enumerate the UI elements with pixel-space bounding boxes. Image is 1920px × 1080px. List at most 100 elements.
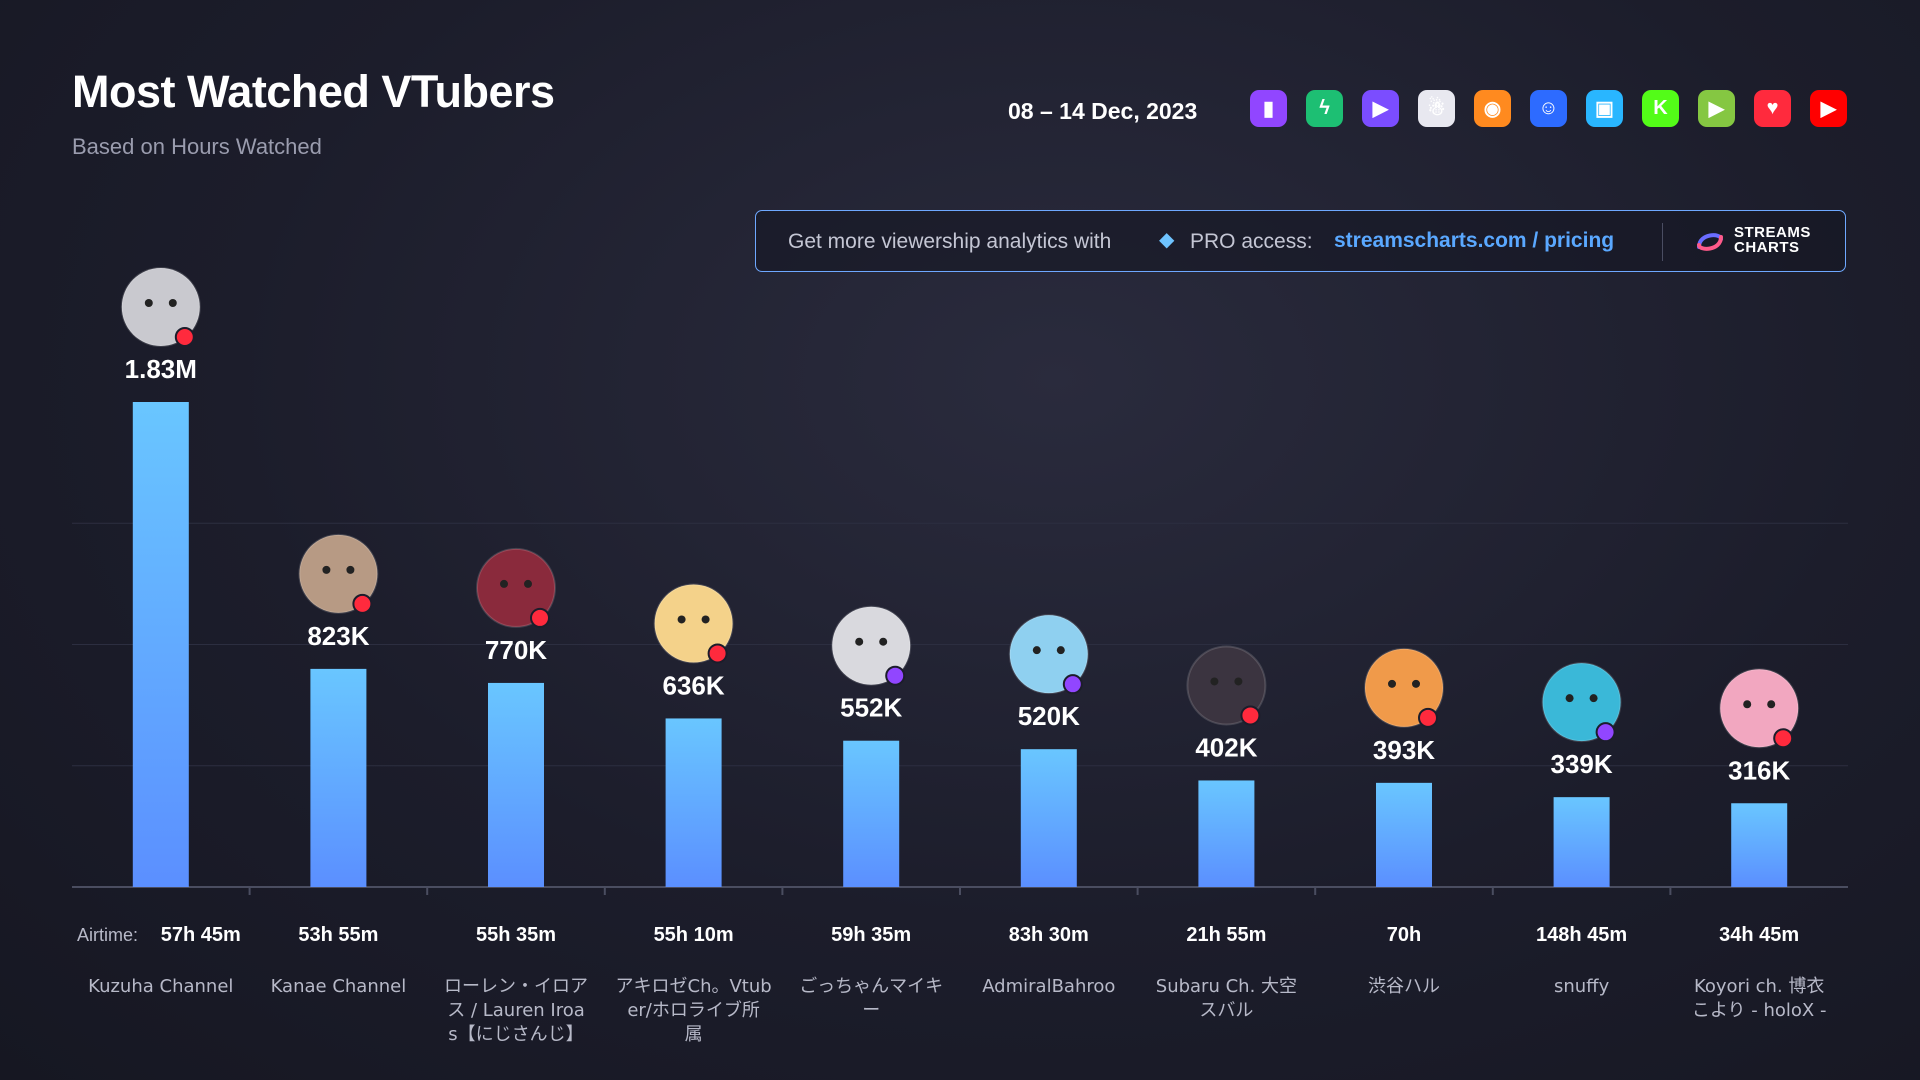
avatar-eye [1210, 677, 1219, 686]
avatar [1719, 668, 1800, 749]
airtime-value: 55h 10m [654, 924, 734, 946]
avatar-eye [1388, 679, 1396, 688]
twitch-badge-icon [1595, 722, 1616, 743]
airtime-value: 148h 45m [1536, 924, 1627, 946]
avatar-eye [524, 579, 532, 588]
bot-icon: ☺ [1530, 90, 1567, 127]
youtube-badge-icon [530, 607, 550, 628]
avatar-eye [144, 299, 153, 307]
data-label: 316K [1728, 755, 1790, 785]
avatar [298, 533, 379, 614]
avatar [1008, 614, 1089, 695]
trovo-icon: ϟ [1306, 90, 1343, 127]
airtime-value: 57h 45m [161, 924, 241, 946]
data-label: 823K [307, 621, 369, 651]
diamond-icon: ◆ [1159, 229, 1175, 251]
x-tick-label: Kuzuha Channel [88, 976, 233, 997]
promo-banner[interactable]: Get more viewership analytics with ◆ PRO… [755, 210, 1846, 272]
bar [132, 402, 189, 887]
heart-icon: ♥ [1754, 90, 1791, 127]
x-tick-label: snuffy [1554, 976, 1610, 997]
airtime-value: 34h 45m [1719, 924, 1799, 946]
avatar [1186, 645, 1267, 726]
promo-text: Get more viewership analytics with [788, 230, 1112, 253]
x-tick-label: ローレン・イロアス / Lauren Iroa s【にじさんじ】 [444, 976, 588, 1045]
pricing-link[interactable]: streamscharts.com / pricing [1334, 229, 1615, 252]
avatar-eye [879, 637, 888, 646]
youtube-badge-icon [1773, 728, 1794, 749]
airtime-value: 59h 35m [831, 924, 911, 946]
promo-pro-label: PRO access: [1190, 230, 1313, 253]
airtime-value: 21h 55m [1186, 924, 1266, 946]
bar [1553, 797, 1610, 887]
data-label: 339K [1551, 749, 1613, 779]
x-tick-label: Subaru Ch. 大空スバル [1156, 976, 1297, 1021]
avatar [120, 267, 201, 347]
airtime-value: 55h 35m [476, 924, 556, 946]
twitch-badge-icon [885, 665, 906, 686]
airtime-value: 83h 30m [1009, 924, 1089, 946]
avatar-eye [1565, 694, 1574, 703]
bar [488, 682, 544, 887]
avatar [1364, 647, 1444, 728]
camera-icon: ▣ [1586, 90, 1623, 127]
youtube-icon: ▶ [1810, 90, 1847, 127]
youtube-badge-icon [352, 593, 373, 614]
avatar-eye [677, 615, 686, 624]
twitch-badge-icon [1062, 674, 1083, 695]
bar [665, 718, 722, 887]
data-label: 636K [663, 670, 725, 700]
avatar-eye [1767, 700, 1776, 709]
data-label: 1.83M [125, 354, 197, 384]
bar [1376, 782, 1432, 887]
x-tick-label: Koyori ch. 博衣こより - holoX - [1692, 976, 1827, 1021]
airtime-value: 70h [1387, 924, 1421, 946]
data-label: 552K [840, 693, 902, 723]
data-label: 520K [1018, 701, 1080, 731]
avatar-eye [500, 579, 508, 588]
avatar [653, 583, 734, 664]
avatar-eye [1743, 700, 1752, 709]
bar [1198, 780, 1255, 887]
avatar-eye [346, 565, 355, 574]
bar [310, 668, 367, 887]
airtime-label: Airtime: [77, 925, 139, 945]
nimo-icon: ◉ [1474, 90, 1511, 127]
avatar [831, 605, 912, 686]
logo-line-2: CHARTS [1734, 239, 1800, 256]
data-label: 393K [1373, 735, 1435, 765]
data-label: 770K [485, 635, 547, 665]
ghost-icon: ☃ [1418, 90, 1455, 127]
promo-divider [1662, 223, 1663, 261]
youtube-badge-icon [1240, 705, 1261, 726]
avatar-eye [168, 299, 177, 307]
rumble-icon: ▶ [1698, 90, 1735, 127]
kick-alt-icon: ▶ [1362, 90, 1399, 127]
x-tick-label: AdmiralBahroo [982, 976, 1115, 997]
avatar-eye [701, 615, 710, 624]
logo-line-1: STREAMS [1734, 224, 1811, 241]
bar [1020, 749, 1077, 887]
bar [1731, 803, 1788, 887]
date-range: 08 – 14 Dec, 2023 [1008, 98, 1198, 124]
x-tick-label: Kanae Channel [271, 976, 407, 997]
x-tick-label: ごっちゃんマイキー [799, 976, 943, 1021]
platform-icons: ▮ ϟ ▶ ☃ ◉ ☺ ▣ K ▶ ♥ ▶ [1250, 90, 1847, 127]
avatar-eye [322, 565, 331, 574]
streams-charts-logo-icon [1697, 233, 1723, 251]
page-subtitle: Based on Hours Watched [72, 134, 322, 159]
airtime-value: 53h 55m [298, 924, 378, 946]
avatar-eye [855, 637, 864, 646]
data-label: 402K [1195, 732, 1257, 762]
kick-icon: K [1642, 90, 1679, 127]
bar [843, 740, 900, 887]
avatar [1541, 662, 1622, 743]
page-title: Most Watched VTubers [72, 66, 555, 117]
youtube-badge-icon [1418, 707, 1438, 728]
x-tick-label: アキロゼCh。Vtub er/ホロライブ所属 [616, 976, 772, 1045]
avatar-eye [1234, 677, 1243, 686]
x-tick-label: 渋谷ハル [1368, 976, 1440, 997]
streams-charts-logo-text: STREAMS CHARTS [1734, 225, 1811, 255]
avatar-eye [1412, 679, 1420, 688]
avatar [476, 547, 556, 628]
